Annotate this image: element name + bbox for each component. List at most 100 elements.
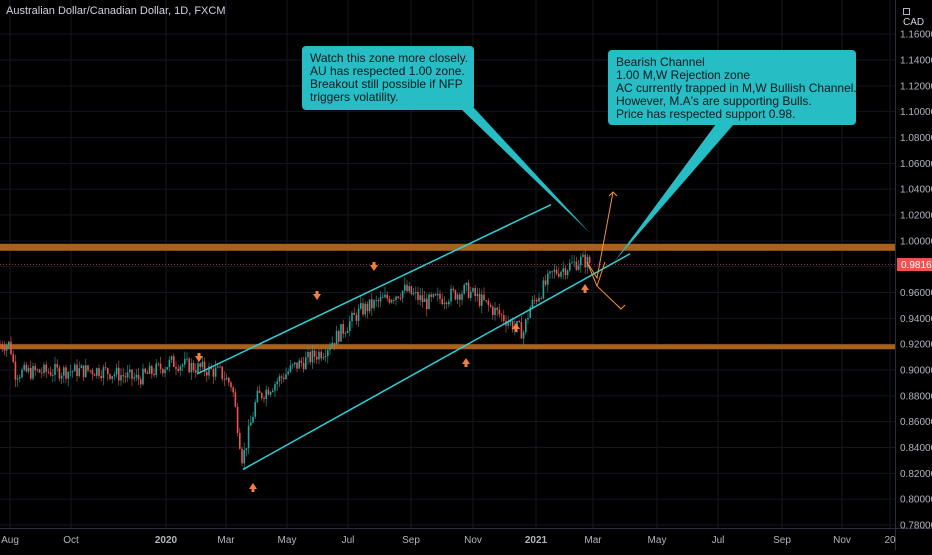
candle-body bbox=[353, 312, 355, 315]
candle-body bbox=[203, 361, 206, 372]
candle-body bbox=[500, 314, 503, 316]
candle-body bbox=[107, 368, 109, 375]
candle-body bbox=[379, 297, 382, 302]
y-tick-label: 1.12000 bbox=[900, 81, 932, 92]
candle-body bbox=[294, 362, 296, 365]
candle-body bbox=[533, 299, 536, 301]
candle-body bbox=[47, 371, 50, 373]
candle-body bbox=[177, 368, 179, 371]
x-tick-label: 2021 bbox=[525, 535, 548, 546]
candle-body bbox=[309, 351, 311, 363]
candle-body bbox=[390, 300, 393, 303]
candle-body bbox=[192, 362, 195, 371]
candle-body bbox=[153, 373, 155, 376]
candle-body bbox=[558, 273, 560, 277]
candle-body bbox=[122, 375, 124, 377]
candle-body bbox=[366, 303, 369, 312]
price-tag-background bbox=[897, 258, 932, 272]
candle-body bbox=[129, 369, 131, 373]
candle-body bbox=[538, 297, 540, 302]
candle-body bbox=[580, 256, 582, 266]
candle-body bbox=[397, 296, 399, 298]
candle-body bbox=[146, 372, 149, 374]
candle-body bbox=[536, 300, 538, 302]
candle-body bbox=[19, 377, 21, 379]
lock-icon[interactable] bbox=[903, 7, 910, 15]
candle-body bbox=[148, 366, 151, 374]
callout-line: Breakout still possible if NFP bbox=[310, 77, 463, 91]
candle-body bbox=[269, 391, 272, 395]
candle-body bbox=[3, 348, 6, 351]
candle-body bbox=[54, 364, 56, 375]
candle-body bbox=[56, 364, 58, 368]
candle-body bbox=[74, 364, 76, 372]
candle-body bbox=[540, 297, 542, 299]
candle-body bbox=[311, 350, 314, 363]
candle-body bbox=[302, 362, 305, 370]
candle-body bbox=[126, 372, 129, 378]
candle-body bbox=[467, 282, 470, 298]
candle-body bbox=[289, 365, 292, 372]
candle-body bbox=[584, 254, 586, 268]
candle-body bbox=[375, 300, 377, 301]
candle-body bbox=[346, 330, 349, 333]
candle-body bbox=[489, 304, 492, 307]
candle-body bbox=[214, 367, 217, 377]
candle-body bbox=[373, 300, 375, 309]
candle-body bbox=[27, 367, 30, 372]
candle-body bbox=[487, 300, 490, 305]
candle-body bbox=[432, 294, 435, 297]
x-tick-label: Oct bbox=[63, 535, 79, 546]
x-tick-label: Nov bbox=[833, 535, 851, 546]
candle-body bbox=[223, 378, 226, 380]
zone-band bbox=[0, 344, 895, 350]
y-tick-label: 1.06000 bbox=[900, 159, 932, 170]
candle-body bbox=[85, 365, 87, 377]
candle-body bbox=[254, 402, 256, 417]
candle-body bbox=[241, 448, 243, 464]
candle-body bbox=[371, 299, 373, 309]
candle-body bbox=[408, 286, 410, 292]
candle-body bbox=[470, 291, 472, 298]
y-tick-label: 1.10000 bbox=[900, 107, 932, 118]
candle-body bbox=[483, 294, 485, 301]
candle-body bbox=[49, 372, 52, 376]
candle-body bbox=[8, 341, 10, 346]
candle-body bbox=[549, 271, 551, 274]
candle-body bbox=[525, 319, 527, 333]
candle-body bbox=[415, 292, 417, 294]
candle-body bbox=[417, 292, 419, 301]
candle-body bbox=[131, 369, 133, 379]
candle-body bbox=[566, 270, 569, 276]
candle-body bbox=[87, 365, 89, 371]
projection-path bbox=[596, 261, 606, 287]
candle-body bbox=[492, 306, 494, 316]
candle-body bbox=[32, 366, 34, 379]
currency-label-group[interactable]: CAD bbox=[903, 6, 932, 28]
x-tick-label: Nov bbox=[464, 535, 482, 546]
currency-label: CAD bbox=[903, 17, 925, 28]
candle-body bbox=[115, 367, 118, 375]
callout-channel-note[interactable]: Bearish Channel 1.00 M,W Rejection zone … bbox=[608, 50, 857, 125]
callout-zone-note[interactable]: Watch this zone more closely. AU has res… bbox=[302, 46, 474, 110]
candle-body bbox=[564, 268, 567, 276]
candle-body bbox=[553, 269, 556, 272]
x-tick-label: Jul bbox=[342, 535, 355, 546]
candle-body bbox=[509, 320, 512, 323]
x-tick-label: Mar bbox=[217, 535, 235, 546]
candle-body bbox=[481, 294, 483, 306]
candle-body bbox=[472, 288, 474, 292]
candle-body bbox=[65, 367, 67, 379]
callout-line: However, M.A's are supporting Bulls. bbox=[616, 94, 812, 108]
candle-body bbox=[76, 364, 78, 377]
candle-body bbox=[562, 268, 564, 272]
candle-body bbox=[313, 350, 316, 357]
candle-body bbox=[368, 299, 371, 312]
y-tick-label: 1.16000 bbox=[900, 30, 932, 41]
candle-body bbox=[511, 320, 514, 330]
